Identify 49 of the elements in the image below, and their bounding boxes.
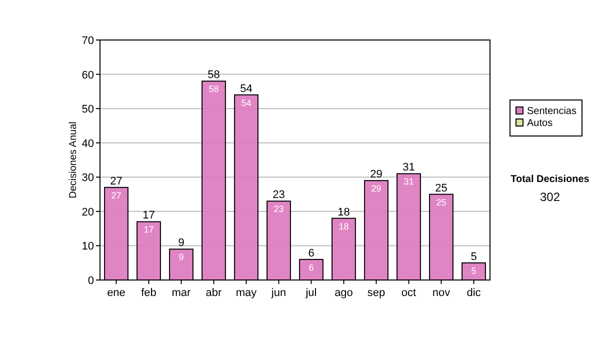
- total-label: 58: [208, 69, 220, 82]
- data-label: 9: [178, 252, 184, 262]
- x-tick-label: ago: [334, 287, 353, 299]
- x-tick-label: jun: [270, 287, 286, 299]
- x-tick-label: jul: [304, 287, 317, 299]
- x-tick-label: oct: [401, 287, 416, 299]
- total-label: 27: [110, 175, 122, 188]
- data-label: 31: [404, 176, 414, 187]
- x-tick-label: ene: [107, 287, 126, 299]
- x-tick-label: sep: [367, 287, 386, 299]
- x-tick-label: dic: [466, 287, 482, 299]
- data-label: 18: [338, 221, 349, 232]
- x-tick-label: abr: [206, 287, 222, 299]
- total-label: 54: [240, 82, 252, 95]
- y-tick-label: 60: [82, 69, 94, 82]
- data-label: 23: [274, 204, 284, 214]
- legend-label: Autos: [527, 118, 553, 129]
- y-tick-label: 70: [82, 35, 94, 47]
- data-label: 29: [371, 184, 382, 194]
- total-label: 29: [370, 168, 382, 181]
- data-label: 25: [436, 197, 446, 208]
- text: Total Decisiones: [510, 174, 590, 185]
- data-label: 54: [241, 98, 252, 108]
- total-label: 17: [142, 210, 155, 222]
- y-tick-label: 30: [82, 172, 94, 184]
- x-tick-label: may: [236, 287, 258, 299]
- total-label: 18: [338, 206, 350, 218]
- y-tick-label: 20: [82, 206, 94, 218]
- y-tick-label: 10: [82, 240, 94, 253]
- text: 302: [540, 190, 560, 204]
- total-label: 31: [402, 162, 415, 174]
- data-label: 6: [308, 262, 314, 272]
- total-label: 9: [178, 237, 184, 250]
- data-label: 5: [471, 266, 476, 276]
- x-tick-label: feb: [141, 287, 156, 299]
- total-label: 23: [272, 189, 285, 202]
- y-axis-title: Decisiones Anual: [68, 122, 79, 198]
- y-tick-label: 50: [82, 104, 94, 116]
- total-label: 6: [308, 247, 314, 260]
- total-label: 5: [470, 250, 477, 263]
- data-label: 17: [144, 224, 154, 235]
- y-tick-label: 0: [88, 275, 94, 287]
- total-label: 25: [435, 182, 448, 194]
- x-tick-label: nov: [432, 287, 451, 299]
- legend-label: Sentencias: [527, 106, 576, 117]
- data-label: 27: [111, 190, 122, 200]
- data-label: 58: [208, 84, 219, 94]
- x-tick-label: mar: [172, 287, 192, 299]
- y-tick-label: 40: [82, 138, 94, 150]
